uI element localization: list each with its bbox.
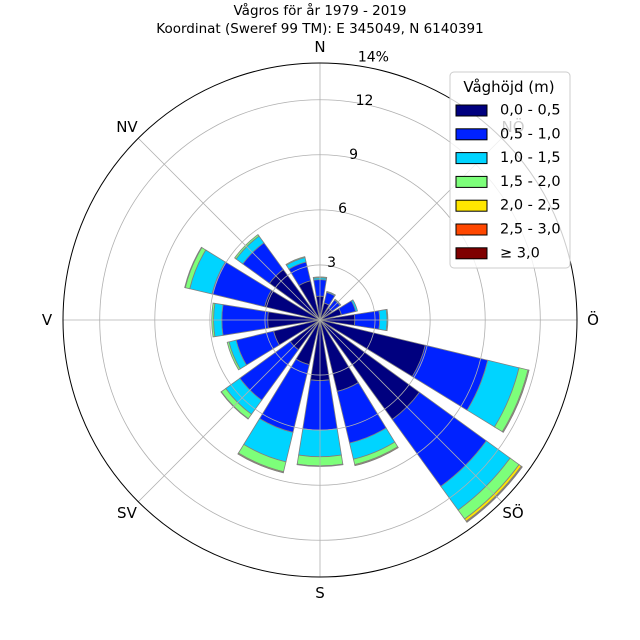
bar-dir-13-bin-4 [184,246,203,289]
legend-swatch-2 [455,152,488,165]
bar-dir-7-bin-5 [354,447,399,467]
grid-spoke-5 [137,319,321,503]
direction-label-5: SV [117,504,138,522]
bar-dir-8-bin-4 [296,463,344,467]
legend-label-0: 0,0 - 0,5 [500,103,561,119]
legend-title: Våghöjd (m) [463,78,554,96]
radial-tick-label-2: 9 [349,147,358,163]
outer-ring [62,62,578,578]
legend-label-6: ≥ 3,0 [500,245,540,261]
legend-item-1: 0,5 - 1,0 [455,126,561,142]
bar-dir-10-bin-4 [220,391,249,420]
direction-label-4: S [315,584,325,602]
direction-label-6: V [42,311,53,329]
direction-label-0: N [314,38,325,56]
radial-tick-label-1: 6 [338,201,347,217]
legend-label-4: 2,0 - 2,5 [500,198,561,214]
legend-label-1: 0,5 - 1,0 [500,126,561,142]
legend-item-5: 2,5 - 3,0 [455,222,561,238]
legend-frame [449,71,571,269]
legend-item-0: 0,0 - 0,5 [455,103,561,119]
legend-swatch-4 [455,199,488,212]
radial-tick-label-3: 12 [356,93,374,109]
legend-item-6: ≥ 3,0 [455,245,540,261]
legend-swatch-0 [455,104,488,117]
chart-subtitle: Koordinat (Sweref 99 TM): E 345049, N 61… [156,21,483,37]
grid-spoke-3 [319,319,503,503]
bar-dir-14-bin-3 [234,234,260,260]
grid-layer [63,63,577,577]
legend-swatch-5 [455,223,488,236]
bar-dir-15-bin-3 [285,256,306,266]
legend-item-2: 1,0 - 1,5 [455,150,561,166]
legend-swatch-3 [455,175,488,188]
direction-label-2: Ö [587,310,599,329]
bar-dir-11-bin-3 [226,341,241,371]
radial-tick-label-0: 3 [327,255,336,271]
legend-item-4: 2,0 - 2,5 [455,198,561,214]
bars-layer [184,234,530,523]
legend-label-5: 2,5 - 3,0 [500,222,561,238]
bar-dir-9-bin-5 [237,453,284,474]
bar-dir-3-bin-2 [350,299,358,312]
legend-label-3: 1,5 - 2,0 [500,174,561,190]
radial-tick-labels: 3 6 9 12 14% [327,49,389,271]
legend-item-3: 1,5 - 2,0 [455,174,561,190]
grid-spoke-7 [137,137,321,321]
legend-swatch-1 [455,128,488,141]
direction-label-3: SÖ [502,503,523,522]
legend: Våghöjd (m) 0,0 - 0,5 0,5 - 1,0 1,0 - 1,5 1… [449,71,571,269]
legend-label-2: 1,0 - 1,5 [500,150,561,166]
chart-title: Vågros för år 1979 - 2019 [233,2,406,19]
bar-dir-6-bin-6 [466,466,523,523]
radial-tick-label-4: 14% [358,49,389,65]
bar-dir-5-bin-5 [502,369,530,433]
legend-swatch-6 [455,247,488,260]
bar-dir-1-bin-2 [326,290,336,297]
legend-items: 0,0 - 0,5 0,5 - 1,0 1,0 - 1,5 1,5 - 2,0 2,0 … [455,103,561,261]
direction-label-7: NV [116,118,138,136]
